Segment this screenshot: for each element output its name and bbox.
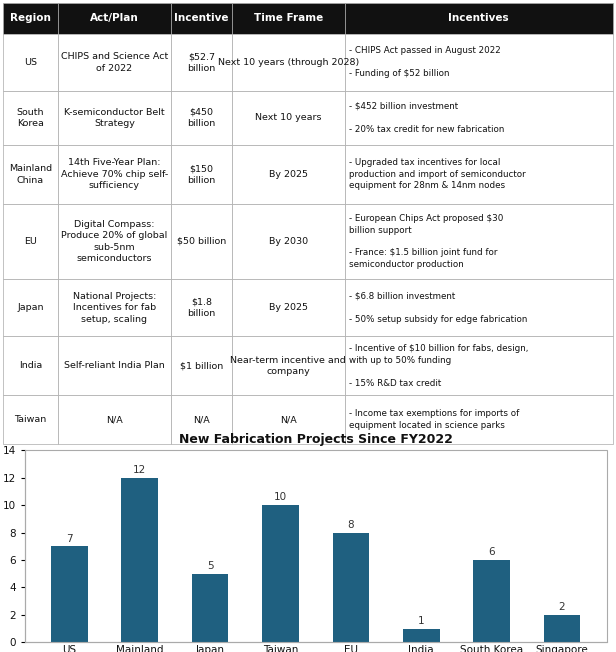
Text: - $6.8 billion investment

- 50% setup subsidy for edge fabrication: - $6.8 billion investment - 50% setup su… bbox=[349, 291, 528, 323]
Bar bbox=[3, 3, 58, 34]
Text: N/A: N/A bbox=[280, 415, 296, 424]
Bar bbox=[344, 91, 613, 145]
Bar bbox=[232, 145, 344, 204]
Text: EU: EU bbox=[24, 237, 37, 246]
Bar bbox=[171, 3, 232, 34]
Bar bbox=[171, 91, 232, 145]
Bar bbox=[25, 451, 607, 642]
Text: Taiwan: Taiwan bbox=[14, 415, 47, 424]
Bar bbox=[171, 145, 232, 204]
Text: 8: 8 bbox=[347, 520, 354, 530]
Bar bbox=[344, 34, 613, 91]
Text: Near-term incentive and
company: Near-term incentive and company bbox=[230, 356, 346, 376]
Bar bbox=[232, 34, 344, 91]
Text: 6: 6 bbox=[488, 547, 495, 557]
Text: $1.8
billion: $1.8 billion bbox=[187, 297, 216, 318]
Text: US: US bbox=[24, 58, 37, 67]
Text: Japan: Japan bbox=[17, 303, 44, 312]
Bar bbox=[192, 574, 229, 642]
Text: - Income tax exemptions for imports of
equipment located in science parks: - Income tax exemptions for imports of e… bbox=[349, 409, 520, 430]
Text: India: India bbox=[19, 361, 42, 370]
Bar bbox=[232, 396, 344, 444]
Text: - Incentive of $10 billion for fabs, design,
with up to 50% funding

- 15% R&D t: - Incentive of $10 billion for fabs, des… bbox=[349, 344, 529, 387]
Text: Next 10 years (through 2028): Next 10 years (through 2028) bbox=[217, 58, 359, 67]
Text: 2: 2 bbox=[559, 602, 565, 612]
Text: Region: Region bbox=[10, 14, 51, 23]
Text: By 2030: By 2030 bbox=[269, 237, 308, 246]
Text: CHIPS and Science Act
of 2022: CHIPS and Science Act of 2022 bbox=[61, 52, 168, 72]
Text: South
Korea: South Korea bbox=[17, 108, 44, 128]
Text: - CHIPS Act passed in August 2022

- Funding of $52 billion: - CHIPS Act passed in August 2022 - Fund… bbox=[349, 46, 501, 78]
Text: $150
billion: $150 billion bbox=[187, 164, 216, 185]
Text: 1: 1 bbox=[418, 615, 424, 626]
Bar bbox=[344, 3, 613, 34]
Bar bbox=[58, 34, 171, 91]
Text: - Upgraded tax incentives for local
production and import of semiconductor
equip: - Upgraded tax incentives for local prod… bbox=[349, 158, 526, 190]
Bar bbox=[58, 396, 171, 444]
Bar bbox=[262, 505, 299, 642]
Bar bbox=[58, 3, 171, 34]
Bar bbox=[171, 204, 232, 279]
Text: Next 10 years: Next 10 years bbox=[255, 113, 322, 123]
Bar bbox=[333, 533, 369, 642]
Bar bbox=[3, 279, 58, 336]
Bar bbox=[3, 204, 58, 279]
Text: $50 billion: $50 billion bbox=[177, 237, 226, 246]
Bar bbox=[344, 336, 613, 396]
Title: New Fabrication Projects Since FY2022: New Fabrication Projects Since FY2022 bbox=[179, 434, 453, 447]
Text: N/A: N/A bbox=[193, 415, 209, 424]
Text: Time Frame: Time Frame bbox=[254, 14, 323, 23]
Text: Self-reliant India Plan: Self-reliant India Plan bbox=[64, 361, 164, 370]
Bar bbox=[403, 629, 440, 642]
Bar bbox=[344, 396, 613, 444]
Bar bbox=[51, 546, 87, 642]
Bar bbox=[171, 279, 232, 336]
Bar bbox=[232, 204, 344, 279]
Bar bbox=[58, 204, 171, 279]
Bar bbox=[121, 478, 158, 642]
Bar bbox=[58, 279, 171, 336]
Bar bbox=[3, 396, 58, 444]
Text: 10: 10 bbox=[274, 492, 287, 503]
Bar bbox=[544, 615, 580, 642]
Text: By 2025: By 2025 bbox=[269, 303, 307, 312]
Bar bbox=[232, 91, 344, 145]
Bar bbox=[171, 34, 232, 91]
Text: $1 billion: $1 billion bbox=[180, 361, 223, 370]
Bar bbox=[3, 34, 58, 91]
Text: N/A: N/A bbox=[106, 415, 123, 424]
Bar bbox=[232, 336, 344, 396]
Text: Digital Compass:
Produce 20% of global
sub-5nm
semiconductors: Digital Compass: Produce 20% of global s… bbox=[61, 220, 168, 263]
Text: 14th Five-Year Plan:
Achieve 70% chip self-
sufficiency: 14th Five-Year Plan: Achieve 70% chip se… bbox=[61, 158, 168, 190]
Text: 5: 5 bbox=[207, 561, 214, 571]
Text: $52.7
billion: $52.7 billion bbox=[187, 52, 216, 72]
Bar bbox=[344, 145, 613, 204]
Text: Mainland
China: Mainland China bbox=[9, 164, 52, 185]
Text: Act/Plan: Act/Plan bbox=[90, 14, 139, 23]
Bar bbox=[58, 91, 171, 145]
Bar bbox=[3, 145, 58, 204]
Text: $450
billion: $450 billion bbox=[187, 108, 216, 128]
Bar bbox=[171, 336, 232, 396]
Bar bbox=[473, 560, 510, 642]
Bar bbox=[171, 396, 232, 444]
Text: 12: 12 bbox=[133, 465, 147, 475]
Text: K-semiconductor Belt
Strategy: K-semiconductor Belt Strategy bbox=[64, 108, 164, 128]
Text: National Projects:
Incentives for fab
setup, scaling: National Projects: Incentives for fab se… bbox=[73, 291, 156, 323]
Bar bbox=[58, 336, 171, 396]
Bar bbox=[58, 145, 171, 204]
Bar bbox=[232, 3, 344, 34]
Text: Incentive: Incentive bbox=[174, 14, 229, 23]
Bar bbox=[344, 279, 613, 336]
Text: 7: 7 bbox=[66, 533, 73, 544]
Bar bbox=[3, 91, 58, 145]
Bar bbox=[344, 204, 613, 279]
Text: By 2025: By 2025 bbox=[269, 170, 307, 179]
Bar bbox=[232, 279, 344, 336]
Text: Incentives: Incentives bbox=[448, 14, 509, 23]
Text: - $452 billion investment

- 20% tax credit for new fabrication: - $452 billion investment - 20% tax cred… bbox=[349, 102, 505, 134]
Text: - European Chips Act proposed $30
billion support

- France: $1.5 billion joint : - European Chips Act proposed $30 billio… bbox=[349, 214, 504, 269]
Bar bbox=[3, 336, 58, 396]
